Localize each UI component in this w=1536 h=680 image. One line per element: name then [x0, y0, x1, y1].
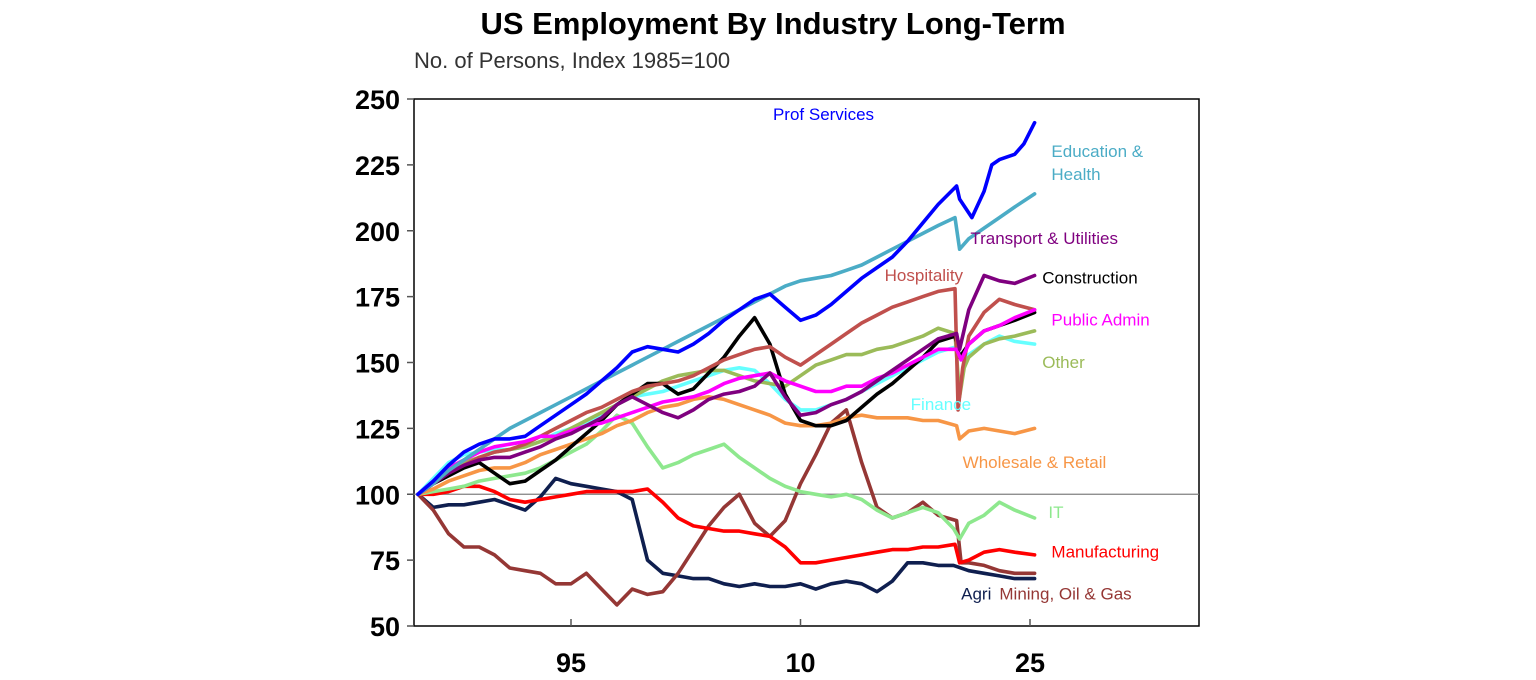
- series-line-hospitality: [416, 286, 1037, 497]
- series-line-manufacturing: [416, 484, 1037, 565]
- x-tick-label: 10: [785, 648, 815, 678]
- chart-subtitle: No. of Persons, Index 1985=100: [414, 48, 731, 73]
- series-label-public-admin: Public Admin: [1051, 311, 1149, 330]
- series-line-prof-services: [416, 120, 1037, 497]
- series-line-public-admin: [416, 308, 1037, 497]
- x-tick-label: 95: [556, 648, 586, 678]
- y-tick-label: 175: [355, 283, 400, 313]
- series-line-construction: [416, 310, 1037, 497]
- chart-title: US Employment By Industry Long-Term: [480, 6, 1066, 41]
- series-label-manufacturing: Manufacturing: [1051, 542, 1159, 561]
- series-line-it: [416, 413, 1037, 541]
- y-tick-label: 150: [355, 349, 400, 379]
- series-label-wholesale-retail: Wholesale & Retail: [963, 453, 1107, 472]
- series-label-mining-oil-gas: Mining, Oil & Gas: [999, 585, 1131, 604]
- series-label-prof-services: Prof Services: [773, 105, 874, 124]
- series-label-hospitality: Hospitality: [885, 266, 964, 285]
- series-label-line: Education &: [1051, 142, 1143, 161]
- series-line-agri: [416, 476, 1037, 594]
- series-line-transport-utilities: [416, 273, 1037, 497]
- series-label-it: IT: [1048, 503, 1063, 522]
- y-tick-label: 125: [355, 414, 400, 444]
- series-label-other: Other: [1042, 353, 1085, 372]
- y-tick-label: 225: [355, 151, 400, 181]
- series-line-wholesale-retail: [416, 395, 1037, 497]
- series-label-finance: Finance: [911, 395, 971, 414]
- series-label-line: Health: [1051, 165, 1100, 184]
- y-tick-label: 50: [370, 612, 400, 642]
- series-label-transport-utilities: Transport & Utilities: [970, 229, 1118, 248]
- y-tick-label: 200: [355, 217, 400, 247]
- y-tick-label: 100: [355, 480, 400, 510]
- series-label-construction: Construction: [1042, 268, 1137, 287]
- series-label-education-health: Education & Health: [1051, 142, 1143, 184]
- y-tick-label: 250: [355, 85, 400, 115]
- y-tick-label: 75: [370, 546, 400, 576]
- x-tick-label: 25: [1015, 648, 1045, 678]
- series-label-agri: Agri: [961, 585, 991, 604]
